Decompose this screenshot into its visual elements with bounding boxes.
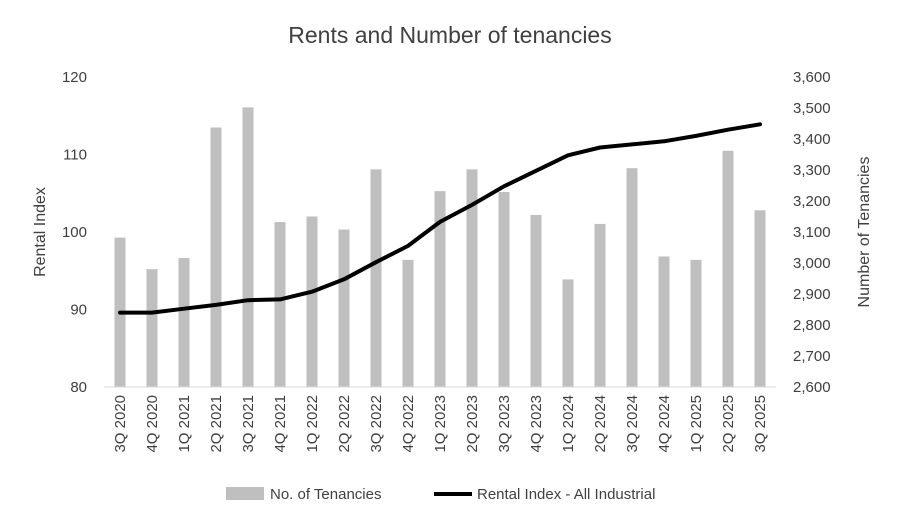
- legend-swatch-tenancies: [226, 487, 264, 500]
- right-tick-label: 2,600: [793, 379, 831, 396]
- line-series-rental-index: [118, 122, 762, 315]
- x-tick-label: 2Q 2022: [336, 395, 353, 453]
- x-tick-label: 3Q 2022: [368, 395, 385, 453]
- x-tick-label: 3Q 2023: [496, 395, 513, 453]
- left-tick-label: 110: [63, 147, 87, 164]
- x-tick-label: 1Q 2021: [176, 395, 193, 453]
- bar-series: [114, 107, 766, 387]
- bar-tenancies: [722, 150, 734, 387]
- bar-tenancies: [146, 269, 158, 387]
- bar-tenancies: [498, 192, 510, 387]
- chart-title: Rents and Number of tenancies: [288, 22, 611, 48]
- bar-tenancies: [658, 256, 670, 387]
- bar-tenancies: [178, 258, 190, 387]
- x-tick-label: 4Q 2020: [144, 395, 161, 453]
- x-tick-label: 2Q 2024: [592, 395, 609, 453]
- right-tick-label: 3,100: [793, 224, 831, 241]
- x-tick-label: 1Q 2022: [304, 395, 321, 453]
- right-tick-label: 2,900: [793, 286, 831, 303]
- left-axis-title: Rental Index: [32, 187, 49, 277]
- bar-tenancies: [434, 191, 446, 387]
- x-tick-label: 2Q 2025: [720, 395, 737, 453]
- bar-tenancies: [562, 279, 574, 387]
- legend: No. of Tenancies Rental Index - All Indu…: [226, 486, 655, 503]
- bar-tenancies: [370, 169, 382, 387]
- bar-tenancies: [274, 222, 286, 387]
- x-tick-label: 4Q 2021: [272, 395, 289, 453]
- bar-tenancies: [530, 214, 542, 387]
- right-axis-title: Number of Tenancies: [856, 157, 873, 308]
- bar-tenancies: [306, 216, 318, 387]
- left-tick-label: 80: [70, 379, 87, 396]
- bar-tenancies: [690, 259, 702, 387]
- left-axis-ticks: 80 90 100 110 120: [62, 69, 87, 396]
- x-tick-label: 4Q 2024: [656, 395, 673, 453]
- x-tick-label: 3Q 2025: [752, 395, 769, 453]
- legend-label-tenancies: No. of Tenancies: [270, 486, 381, 503]
- x-tick-label: 3Q 2020: [112, 395, 129, 453]
- right-axis-ticks: 2,600 2,700 2,800 2,900 3,000 3,100 3,200 3,300…: [793, 69, 831, 396]
- right-tick-label: 3,000: [793, 255, 831, 272]
- x-tick-label: 1Q 2024: [560, 395, 577, 453]
- right-tick-label: 3,200: [793, 193, 831, 210]
- x-tick-label: 1Q 2025: [688, 395, 705, 453]
- right-tick-label: 2,800: [793, 317, 831, 334]
- x-tick-label: 4Q 2022: [400, 395, 417, 453]
- right-tick-label: 2,700: [793, 348, 831, 365]
- x-tick-label: 3Q 2021: [240, 395, 257, 453]
- bar-tenancies: [754, 210, 766, 387]
- right-tick-label: 3,600: [793, 69, 831, 86]
- legend-label-rental-index: Rental Index - All Industrial: [477, 486, 655, 503]
- left-tick-label: 100: [62, 224, 87, 241]
- bar-tenancies: [338, 229, 350, 387]
- right-tick-label: 3,500: [793, 100, 831, 117]
- right-tick-label: 3,300: [793, 162, 831, 179]
- x-tick-label: 2Q 2023: [464, 395, 481, 453]
- x-tick-label: 2Q 2021: [208, 395, 225, 453]
- bar-tenancies: [466, 169, 478, 387]
- left-tick-label: 90: [70, 302, 87, 319]
- bar-tenancies: [210, 127, 222, 387]
- bar-tenancies: [626, 168, 638, 387]
- x-tick-label: 1Q 2023: [432, 395, 449, 453]
- left-tick-label: 120: [62, 69, 87, 86]
- bar-tenancies: [402, 259, 414, 387]
- x-tick-label: 3Q 2024: [624, 395, 641, 453]
- bar-tenancies: [242, 107, 254, 387]
- x-axis-labels: 3Q 2020 4Q 2020 1Q 2021 2Q 2021 3Q 2021 4Q 20…: [112, 395, 769, 453]
- x-tick-label: 4Q 2023: [528, 395, 545, 453]
- right-tick-label: 3,400: [793, 131, 831, 148]
- bar-tenancies: [594, 223, 606, 387]
